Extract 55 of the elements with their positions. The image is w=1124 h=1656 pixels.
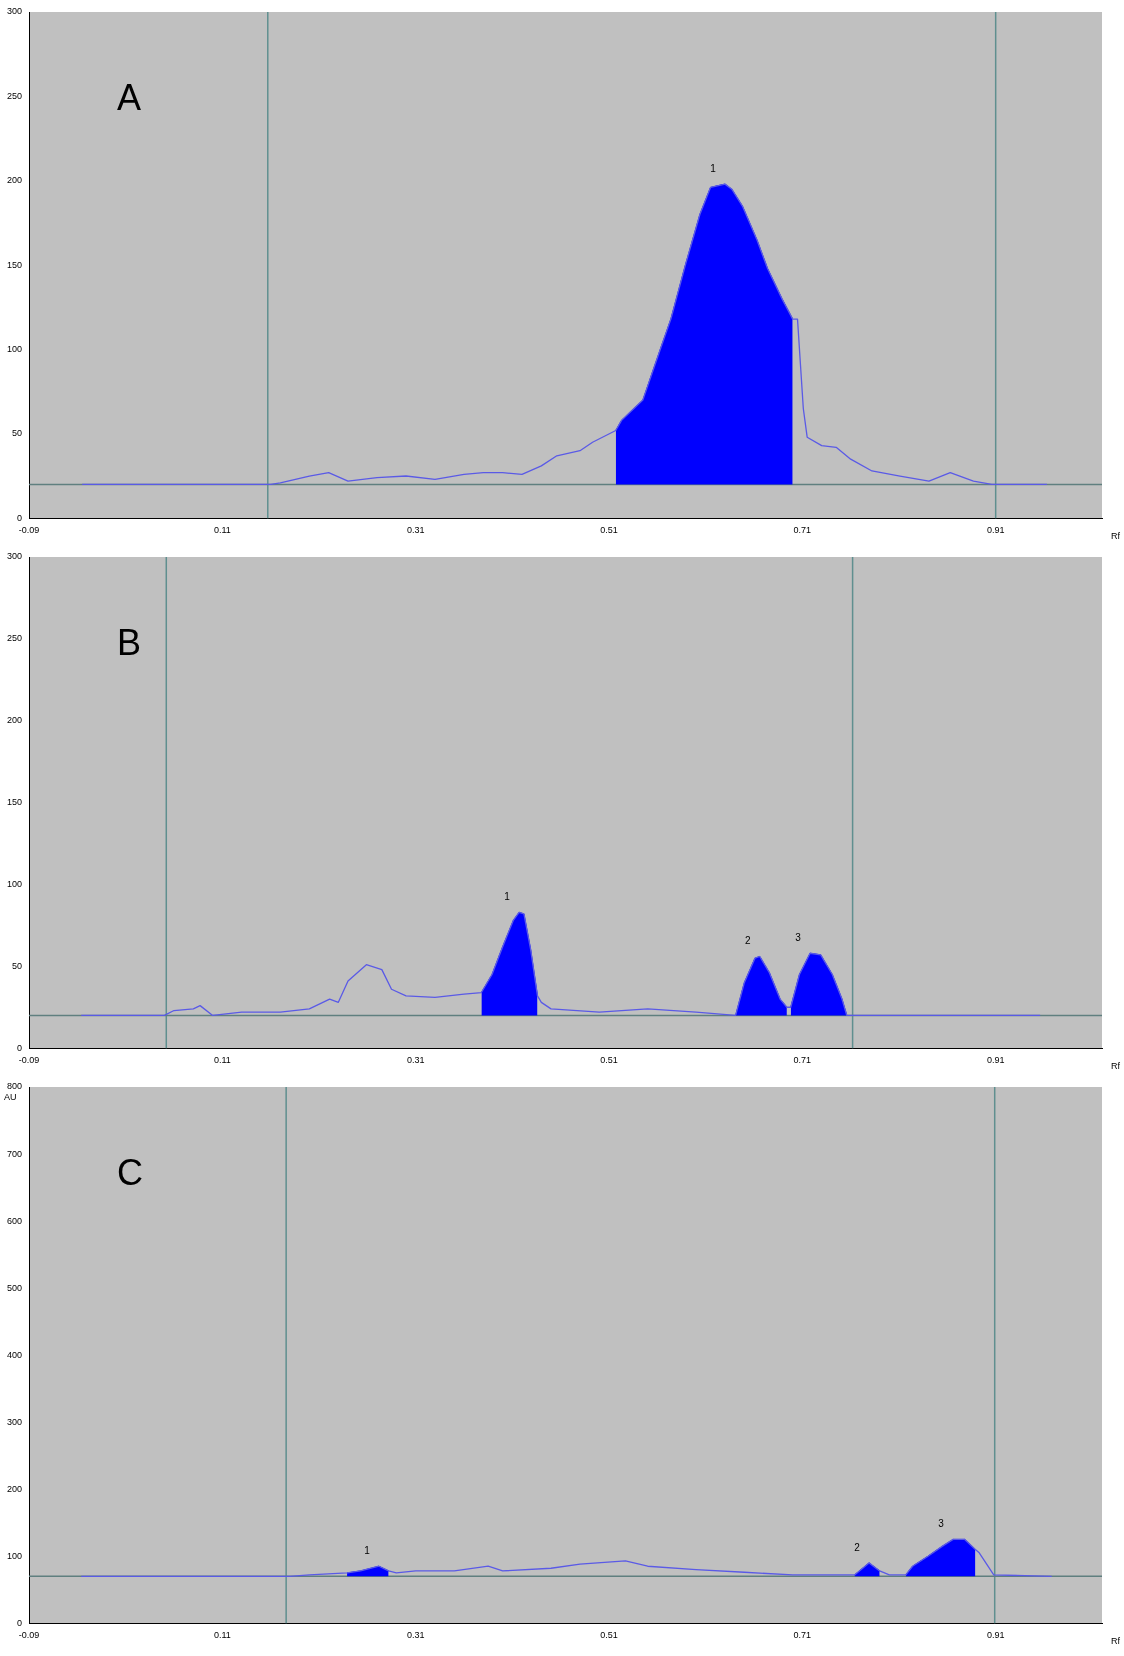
y-tick-label: 500 bbox=[6, 1282, 23, 1293]
x-axis-title: Rf bbox=[1111, 1636, 1121, 1647]
y-tick-label: 100 bbox=[6, 343, 23, 354]
annotation: 1 bbox=[710, 162, 717, 174]
annotation: 1 bbox=[364, 1544, 371, 1556]
y-tick-label: 0 bbox=[17, 512, 23, 523]
annotation: 1 bbox=[504, 891, 511, 903]
x-tick-label: 0.71 bbox=[793, 525, 812, 536]
y-tick-label: 800 bbox=[6, 1081, 23, 1092]
x-tick-label: 0.31 bbox=[406, 525, 425, 536]
x-tick-label: 0.71 bbox=[793, 1630, 812, 1641]
annotation: 3 bbox=[938, 1518, 945, 1530]
x-tick-label: 0.91 bbox=[986, 1055, 1005, 1066]
y-tick-label: 200 bbox=[6, 715, 23, 726]
x-tick-label: -0.09 bbox=[18, 525, 40, 536]
text: C bbox=[117, 1151, 144, 1193]
x-tick-label: 0.71 bbox=[793, 1055, 812, 1066]
y-tick-label: 400 bbox=[6, 1349, 23, 1360]
annotation: 3 bbox=[795, 931, 802, 943]
y-tick-label: 300 bbox=[6, 6, 23, 17]
y-tick-label: 200 bbox=[6, 1483, 23, 1494]
x-tick-label: 0.31 bbox=[406, 1055, 425, 1066]
x-axis-title: Rf bbox=[1111, 531, 1121, 542]
x-tick-label: 0.91 bbox=[986, 1630, 1005, 1641]
y-tick-label: 300 bbox=[6, 1416, 23, 1427]
y-tick-label: 0 bbox=[17, 1617, 23, 1628]
y-tick-label: 50 bbox=[12, 960, 23, 971]
y-axis-title: AU bbox=[4, 1091, 17, 1102]
x-tick-label: 0.51 bbox=[600, 1055, 618, 1066]
y-tick-label: 250 bbox=[6, 90, 23, 101]
annotation: 2 bbox=[854, 1541, 861, 1553]
x-tick-label: 0.51 bbox=[600, 1630, 618, 1641]
y-tick-label: 200 bbox=[6, 175, 23, 186]
x-tick-label: -0.09 bbox=[18, 1630, 40, 1641]
y-tick-label: 600 bbox=[6, 1215, 23, 1226]
x-tick-label: 0.91 bbox=[986, 525, 1005, 536]
x-tick-label: 0.11 bbox=[213, 525, 231, 536]
y-tick-label: 150 bbox=[6, 259, 23, 270]
x-tick-label: 0.11 bbox=[213, 1630, 231, 1641]
x-tick-label: 0.11 bbox=[213, 1055, 231, 1066]
y-tick-label: 0 bbox=[17, 1042, 23, 1053]
y-tick-label: 300 bbox=[6, 551, 23, 562]
x-tick-label: 0.31 bbox=[406, 1630, 425, 1641]
text: B bbox=[117, 621, 142, 663]
x-axis-title: Rf bbox=[1111, 1061, 1121, 1072]
y-tick-label: 100 bbox=[6, 878, 23, 889]
y-tick-label: 50 bbox=[12, 428, 23, 439]
y-tick-label: 100 bbox=[6, 1550, 23, 1561]
y-tick-label: 700 bbox=[6, 1148, 23, 1159]
annotation: 2 bbox=[745, 935, 752, 947]
x-tick-label: 0.51 bbox=[600, 525, 618, 536]
y-tick-label: 250 bbox=[6, 633, 23, 644]
x-tick-label: -0.09 bbox=[18, 1055, 40, 1066]
y-tick-label: 150 bbox=[6, 797, 23, 808]
text: A bbox=[117, 76, 142, 118]
